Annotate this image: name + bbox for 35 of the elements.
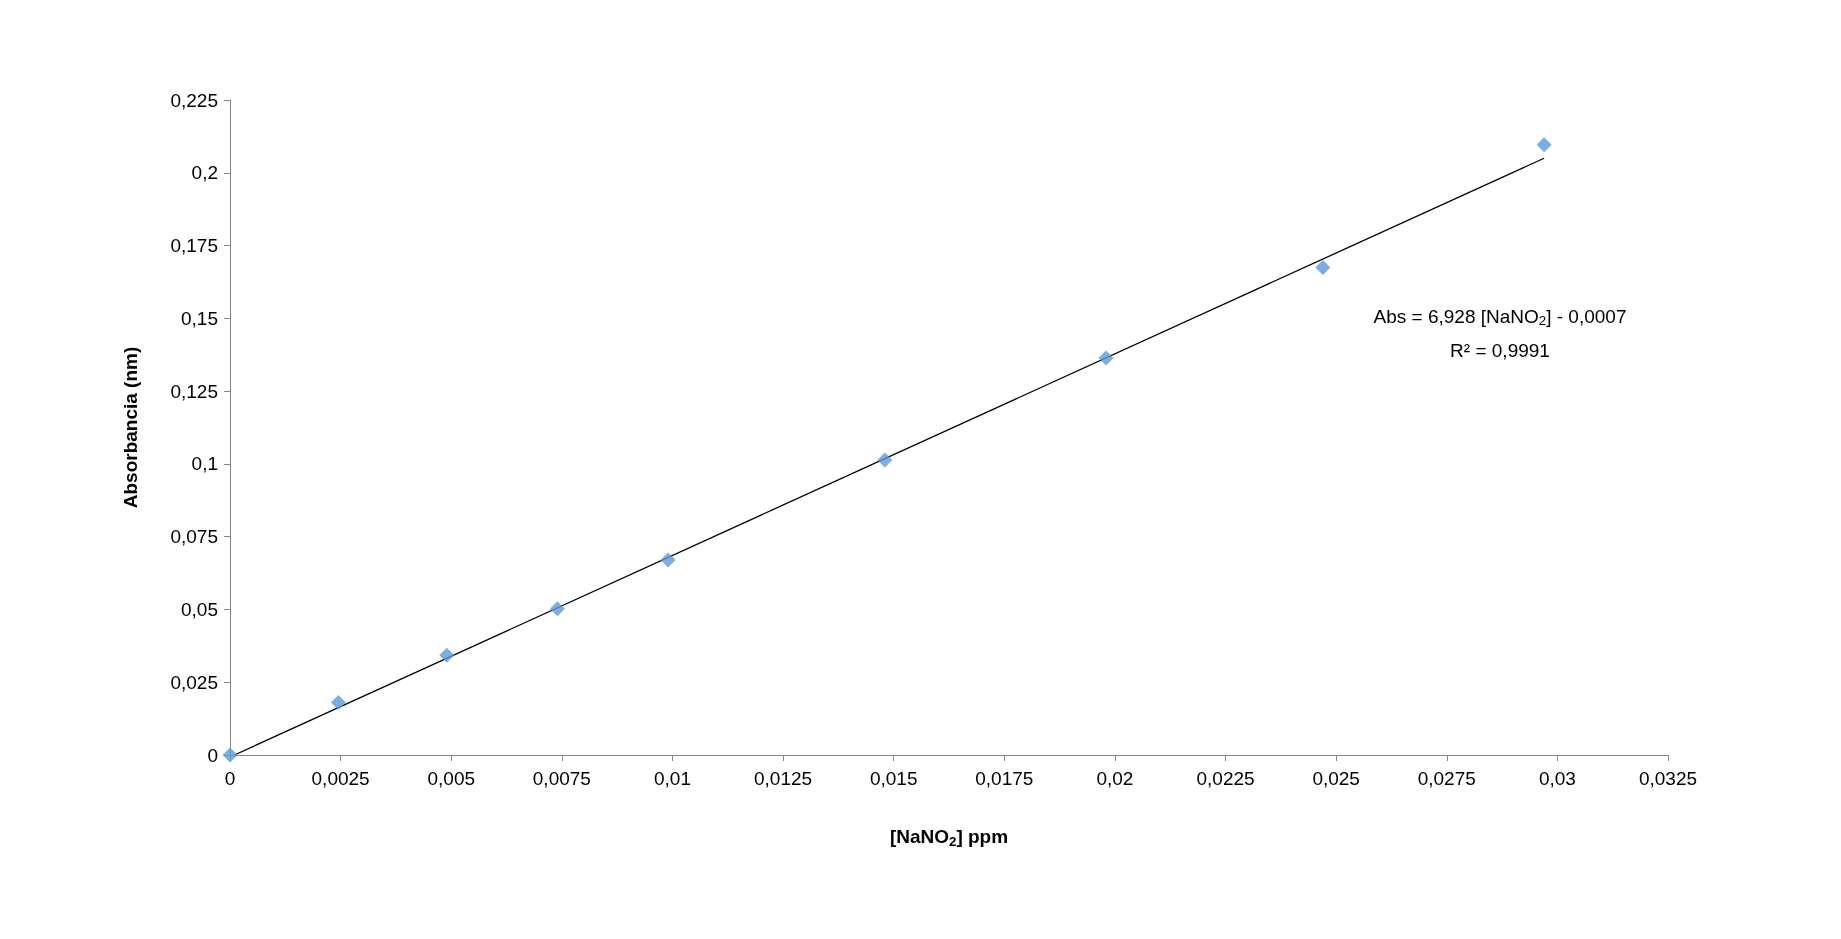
point bbox=[549, 601, 565, 617]
point bbox=[660, 552, 676, 568]
x-tick-label: 0,0225 bbox=[1196, 768, 1255, 789]
point bbox=[439, 647, 455, 663]
point bbox=[1098, 350, 1114, 366]
y-tick-label: 0,125 bbox=[170, 380, 218, 402]
point bbox=[1315, 259, 1331, 275]
y-tick-label: 0 bbox=[207, 744, 218, 766]
x-tick-label: 0,02 bbox=[1096, 768, 1134, 789]
x-tick-label: 0,03 bbox=[1538, 768, 1576, 789]
y-tick-label: 0,075 bbox=[170, 526, 218, 548]
x-tick-label: 0,0125 bbox=[754, 768, 813, 789]
x-tick-label: 0,0075 bbox=[532, 768, 591, 789]
y-tick-label: 0,05 bbox=[181, 598, 218, 620]
y-tick-label: 0,175 bbox=[170, 235, 218, 257]
point bbox=[222, 747, 238, 763]
x-tick-label: 0,0025 bbox=[311, 768, 370, 789]
point bbox=[1536, 137, 1552, 153]
x-tick-label: 0,01 bbox=[653, 768, 691, 789]
x-tick-label: 0,0175 bbox=[975, 768, 1034, 789]
x-tick-label: 0 bbox=[224, 768, 236, 789]
x-tick-label: 0,025 bbox=[1312, 768, 1360, 789]
y-axis-title: Absorbancia (nm) bbox=[120, 346, 141, 509]
y-tick-label: 0,15 bbox=[181, 307, 218, 329]
x-tick-label: 0,005 bbox=[427, 768, 475, 789]
y-tick-label: 0,225 bbox=[170, 89, 218, 111]
annotation: R² = 0,9991 bbox=[1450, 339, 1550, 361]
point bbox=[877, 452, 893, 468]
x-tick-label: 0,015 bbox=[869, 768, 918, 789]
y-tick-label: 0,1 bbox=[191, 453, 218, 475]
y-tick-label: 0,025 bbox=[170, 671, 218, 693]
point bbox=[330, 695, 346, 711]
y-tick-label: 0,2 bbox=[191, 162, 218, 184]
x-tick-label: 0,0325 bbox=[1638, 768, 1698, 789]
x-tick-label: 0,0275 bbox=[1417, 768, 1476, 789]
